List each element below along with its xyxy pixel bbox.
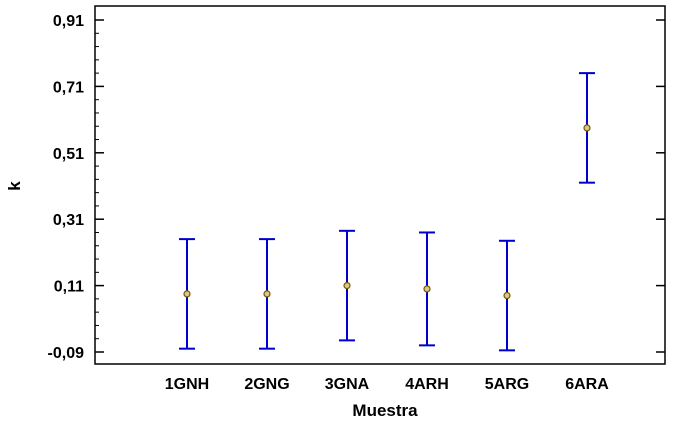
x-tick-label: 4ARH <box>405 376 449 393</box>
x-tick-label: 5ARG <box>485 376 529 393</box>
y-tick-label: 0,11 <box>54 279 84 296</box>
y-tick-label: 0,51 <box>53 146 84 163</box>
y-axis: -0,09 0,11 0,31 0,51 0,71 0,91 <box>48 13 665 362</box>
data-point <box>343 282 351 290</box>
x-tick-label: 1GNH <box>165 376 209 393</box>
x-tick-label: 2GNG <box>244 376 289 393</box>
y-tick-label: -0,09 <box>48 345 85 362</box>
x-tick-label: 3GNA <box>325 376 370 393</box>
y-tick-label: 0,71 <box>53 79 84 96</box>
y-tick-label: 0,91 <box>53 13 84 30</box>
x-axis: 1GNH 2GNG 3GNA 4ARH 5ARG 6ARA <box>165 376 609 393</box>
data-point <box>583 124 591 132</box>
data-point <box>423 285 431 293</box>
data-point <box>263 290 271 298</box>
x-axis-label: Muestra <box>352 401 418 420</box>
plot-frame <box>94 5 666 365</box>
data-point <box>503 291 511 300</box>
data-marks <box>179 72 595 352</box>
y-tick-label: 0,31 <box>53 212 84 229</box>
x-tick-label: 6ARA <box>565 376 609 393</box>
y-axis-label: k <box>5 181 24 191</box>
data-point <box>183 290 191 298</box>
